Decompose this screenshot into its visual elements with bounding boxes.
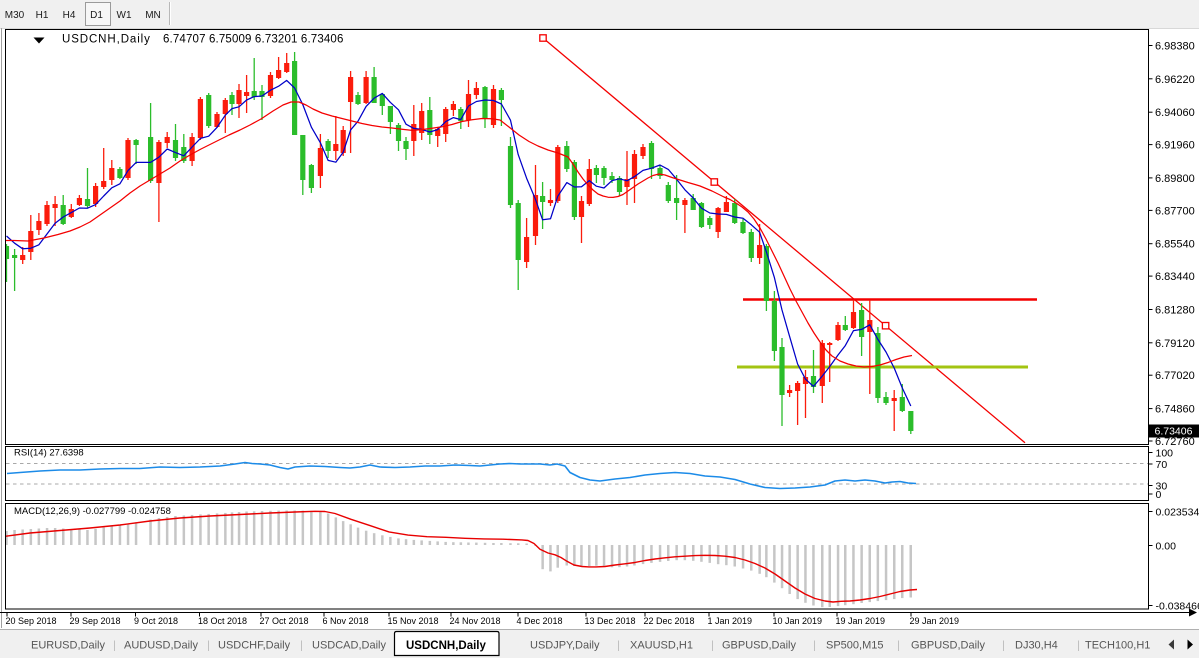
- svg-text:29 Sep 2018: 29 Sep 2018: [70, 616, 121, 626]
- svg-text:6.85540: 6.85540: [1155, 239, 1195, 251]
- svg-text:USDCNH,Daily: USDCNH,Daily: [406, 640, 486, 652]
- svg-text:6.83440: 6.83440: [1155, 271, 1195, 283]
- svg-text:6 Nov 2018: 6 Nov 2018: [323, 616, 369, 626]
- svg-text:|: |: [207, 640, 210, 652]
- svg-text:10 Jan 2019: 10 Jan 2019: [773, 616, 823, 626]
- svg-text:|: |: [1002, 640, 1005, 652]
- svg-text:6.74860: 6.74860: [1155, 404, 1195, 416]
- svg-text:24 Nov 2018: 24 Nov 2018: [450, 616, 501, 626]
- svg-text:22 Dec 2018: 22 Dec 2018: [644, 616, 695, 626]
- svg-text:1 Jan 2019: 1 Jan 2019: [708, 616, 753, 626]
- svg-text:30: 30: [1156, 481, 1168, 493]
- svg-text:0.023534: 0.023534: [1156, 507, 1199, 519]
- svg-text:EURUSD,Daily: EURUSD,Daily: [31, 640, 105, 652]
- svg-text:|: |: [1077, 640, 1080, 652]
- svg-text:|: |: [897, 640, 900, 652]
- svg-text:GBPUSD,Daily: GBPUSD,Daily: [911, 640, 985, 652]
- svg-text:USDCNH,Daily: USDCNH,Daily: [62, 34, 151, 46]
- svg-text:6.77020: 6.77020: [1155, 370, 1195, 382]
- svg-text:|: |: [617, 640, 620, 652]
- svg-text:15 Nov 2018: 15 Nov 2018: [388, 616, 439, 626]
- svg-text:6.81280: 6.81280: [1155, 305, 1195, 317]
- svg-text:6.96220: 6.96220: [1155, 74, 1195, 86]
- svg-text:RSI(14) 27.6398: RSI(14) 27.6398: [14, 448, 84, 459]
- svg-text:H4: H4: [63, 10, 76, 21]
- svg-text:M30: M30: [5, 10, 25, 21]
- svg-text:13 Dec 2018: 13 Dec 2018: [585, 616, 636, 626]
- svg-text:|: |: [300, 640, 303, 652]
- svg-text:W1: W1: [117, 10, 132, 21]
- svg-text:6.79120: 6.79120: [1155, 338, 1195, 350]
- svg-text:27 Oct 2018: 27 Oct 2018: [260, 616, 309, 626]
- svg-text:|: |: [113, 640, 116, 652]
- svg-text:19 Jan 2019: 19 Jan 2019: [836, 616, 886, 626]
- svg-text:TECH100,H1: TECH100,H1: [1085, 640, 1150, 652]
- svg-text:100: 100: [1156, 448, 1174, 460]
- svg-text:USDJPY,Daily: USDJPY,Daily: [530, 640, 600, 652]
- svg-text:6.87700: 6.87700: [1155, 205, 1195, 217]
- svg-text:GBPUSD,Daily: GBPUSD,Daily: [722, 640, 796, 652]
- svg-text:6.73406: 6.73406: [1155, 426, 1193, 438]
- svg-text:6.74707 6.75009 6.73201 6.7340: 6.74707 6.75009 6.73201 6.73406: [163, 34, 344, 46]
- svg-text:AUDUSD,Daily: AUDUSD,Daily: [124, 640, 198, 652]
- svg-text:29 Jan 2019: 29 Jan 2019: [910, 616, 960, 626]
- svg-text:20 Sep 2018: 20 Sep 2018: [6, 616, 57, 626]
- svg-text:-0.038466: -0.038466: [1156, 601, 1199, 613]
- svg-text:USDCHF,Daily: USDCHF,Daily: [218, 640, 291, 652]
- svg-text:0.00: 0.00: [1156, 541, 1177, 553]
- svg-text:6.91960: 6.91960: [1155, 140, 1195, 152]
- svg-text:XAUUSD,H1: XAUUSD,H1: [630, 640, 693, 652]
- svg-text:MACD(12,26,9) -0.027799 -0.024: MACD(12,26,9) -0.027799 -0.024758: [14, 506, 171, 517]
- svg-text:|: |: [813, 640, 816, 652]
- svg-text:6.94060: 6.94060: [1155, 107, 1195, 119]
- svg-text:|: |: [711, 640, 714, 652]
- svg-text:H1: H1: [36, 10, 49, 21]
- svg-text:18 Oct 2018: 18 Oct 2018: [198, 616, 247, 626]
- svg-text:SP500,M15: SP500,M15: [826, 640, 883, 652]
- svg-text:9 Oct 2018: 9 Oct 2018: [134, 616, 178, 626]
- svg-text:6.98380: 6.98380: [1155, 41, 1195, 53]
- svg-text:DJ30,H4: DJ30,H4: [1015, 640, 1058, 652]
- svg-text:6.72760: 6.72760: [1155, 436, 1195, 448]
- svg-text:MN: MN: [145, 10, 161, 21]
- svg-text:70: 70: [1156, 459, 1168, 471]
- svg-text:6.89800: 6.89800: [1155, 173, 1195, 185]
- svg-text:D1: D1: [90, 10, 103, 21]
- svg-text:USDCAD,Daily: USDCAD,Daily: [312, 640, 386, 652]
- svg-text:0: 0: [1156, 489, 1162, 501]
- svg-text:4 Dec 2018: 4 Dec 2018: [517, 616, 563, 626]
